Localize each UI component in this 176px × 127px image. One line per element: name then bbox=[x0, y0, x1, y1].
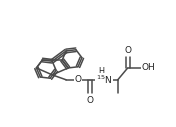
Text: $^{15}$N: $^{15}$N bbox=[96, 74, 112, 86]
Text: H: H bbox=[98, 67, 104, 76]
Text: O: O bbox=[124, 46, 131, 55]
Text: O: O bbox=[86, 96, 93, 105]
Text: O: O bbox=[75, 75, 82, 84]
Text: OH: OH bbox=[142, 64, 155, 72]
